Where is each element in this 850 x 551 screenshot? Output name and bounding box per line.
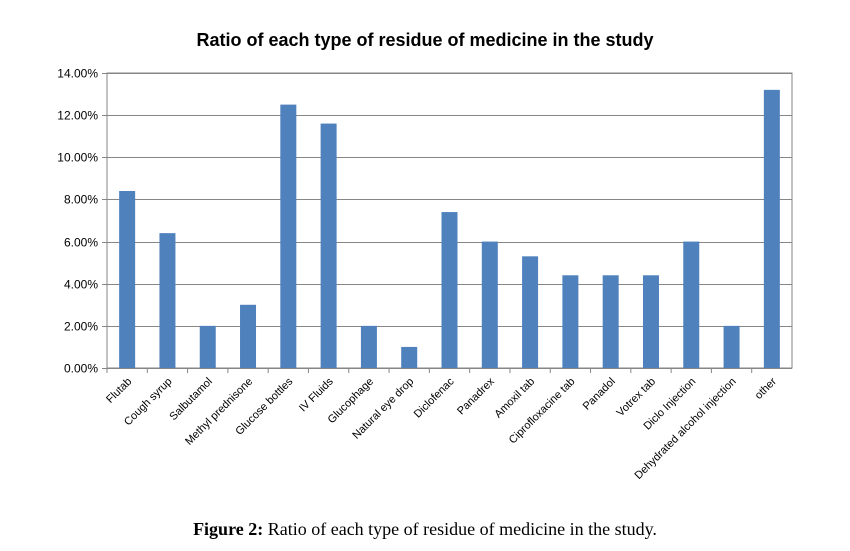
bar xyxy=(240,304,257,368)
bar xyxy=(401,346,418,368)
bar xyxy=(199,325,216,368)
bar-chart: 0.00% 2.00% 4.00% 6.00% 8.00% 10.00% 12.00% 14.… xyxy=(57,67,793,482)
caption-text: Ratio of each type of residue of medicin… xyxy=(263,519,657,539)
y-tick-label: 4.00% xyxy=(64,278,98,292)
bar xyxy=(723,325,740,368)
bar xyxy=(320,123,337,368)
bar xyxy=(763,89,780,368)
y-tick-label: 2.00% xyxy=(64,320,98,334)
y-tick-label: 10.00% xyxy=(57,151,98,165)
y-tick-label: 8.00% xyxy=(64,193,98,207)
y-tick-label: 6.00% xyxy=(64,236,98,250)
bar xyxy=(159,233,176,368)
y-tick-label: 14.00% xyxy=(57,67,98,81)
bar xyxy=(683,241,700,368)
bar xyxy=(441,212,458,368)
bar xyxy=(280,104,297,368)
bar xyxy=(522,256,539,368)
x-tick-label: Diclofenac xyxy=(412,375,457,420)
bar xyxy=(119,191,136,368)
bar xyxy=(360,325,377,368)
x-tick-label: Panadol xyxy=(581,376,618,413)
y-tick-label: 0.00% xyxy=(64,362,98,376)
x-tick-label: other xyxy=(753,375,779,401)
x-tick-label: Panadrex xyxy=(455,375,497,417)
bar xyxy=(562,275,579,368)
x-tick-label: IV Fluids xyxy=(297,375,336,414)
bar xyxy=(602,275,619,368)
figure-caption: Figure 2: Ratio of each type of residue … xyxy=(0,519,850,540)
y-tick-label: 12.00% xyxy=(57,109,98,123)
x-tick-label: Flutab xyxy=(104,376,134,406)
x-tick-label: Methyl prednisone xyxy=(183,376,255,448)
chart-title: Ratio of each type of residue of medicin… xyxy=(196,30,654,50)
bar xyxy=(642,275,659,368)
bar xyxy=(481,241,498,368)
caption-label: Figure 2: xyxy=(193,519,264,539)
